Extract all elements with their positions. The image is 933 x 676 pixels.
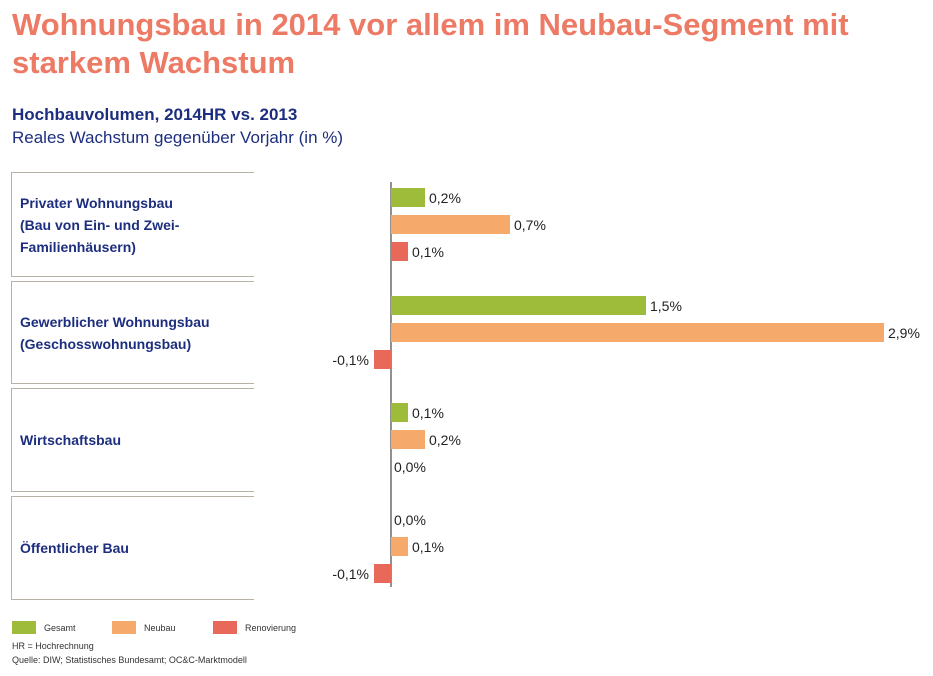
chart-subtitle: Hochbauvolumen, 2014HR vs. 2013 (12, 105, 298, 124)
data-label: 1,5% (650, 298, 682, 314)
bar (374, 350, 391, 369)
category-label: Gewerblicher Wohnungsbau (Geschosswohnun… (20, 311, 210, 355)
legend-item-gesamt: Gesamt (12, 621, 76, 634)
category-box-oeffentlicher-bau: Öffentlicher Bau (11, 496, 254, 600)
bar (374, 564, 391, 583)
data-label: 0,2% (429, 432, 461, 448)
category-box-privater-wohnungsbau: Privater Wohnungsbau (Bau von Ein- und Z… (11, 172, 254, 277)
category-box-wirtschaftsbau: Wirtschaftsbau (11, 388, 254, 492)
bar (391, 188, 425, 207)
bar (391, 403, 408, 422)
category-label-line: Familienhäusern) (20, 238, 136, 255)
data-label: 0,7% (514, 217, 546, 233)
legend-swatch-renovierung (213, 621, 237, 634)
bar (391, 296, 646, 315)
data-label: 0,0% (394, 512, 426, 528)
data-label: -0,1% (332, 352, 369, 368)
category-label-line: (Bau von Ein- und Zwei- (20, 216, 180, 233)
legend-swatch-gesamt (12, 621, 36, 634)
legend-swatch-neubau (112, 621, 136, 634)
data-label: 0,1% (412, 244, 444, 260)
bar (391, 537, 408, 556)
category-box-gewerblicher-wohnungsbau: Gewerblicher Wohnungsbau (Geschosswohnun… (11, 281, 254, 384)
category-label: Privater Wohnungsbau (Bau von Ein- und Z… (20, 192, 179, 258)
bar (391, 430, 425, 449)
footnote-source: Quelle: DIW; Statistisches Bundesamt; OC… (12, 655, 247, 665)
data-label: 0,1% (412, 405, 444, 421)
legend-item-renovierung: Renovierung (213, 621, 296, 634)
footnote-hr: HR = Hochrechnung (12, 641, 94, 651)
bar (391, 323, 884, 342)
data-label: 0,1% (412, 539, 444, 555)
chart-subtitle-unit: Reales Wachstum gegenüber Vorjahr (in %) (12, 128, 344, 147)
category-label: Öffentlicher Bau (20, 537, 129, 559)
legend-item-neubau: Neubau (112, 621, 176, 634)
legend-label-neubau: Neubau (144, 622, 176, 633)
category-label-line: Öffentlicher Bau (20, 540, 129, 556)
bar (391, 215, 510, 234)
category-label-line: Wirtschaftsbau (20, 432, 122, 448)
category-label-line: Gewerblicher Wohnungsbau (20, 313, 210, 330)
category-label: Wirtschaftsbau (20, 429, 121, 451)
chart-title: Wohnungsbau in 2014 vor allem im Neubau-… (12, 7, 849, 80)
category-label-line: Privater Wohnungsbau (20, 194, 173, 211)
bar (391, 242, 408, 261)
data-label: 0,2% (429, 190, 461, 206)
data-label: 2,9% (888, 325, 920, 341)
data-label: -0,1% (332, 566, 369, 582)
legend-label-renovierung: Renovierung (245, 622, 297, 633)
category-label-line: (Geschosswohnungsbau) (20, 335, 192, 352)
legend-label-gesamt: Gesamt (44, 622, 76, 633)
data-label: 0,0% (394, 459, 426, 475)
